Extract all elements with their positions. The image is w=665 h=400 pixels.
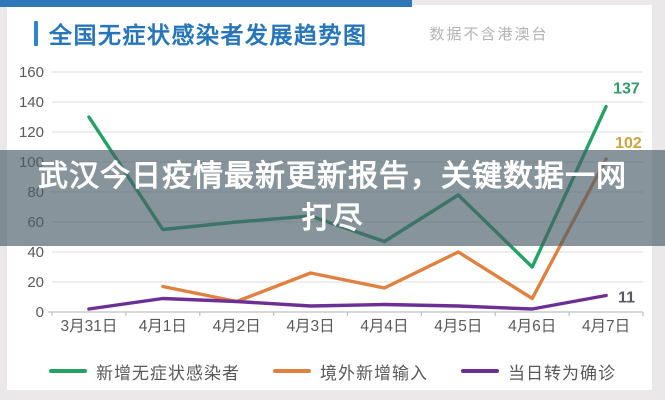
x-tick-label: 4月6日 — [508, 318, 556, 335]
chart-title: 全国无症状感染者发展趋势图 — [49, 22, 368, 48]
y-tick-label: 40 — [27, 244, 44, 261]
legend-item-new-asymptomatic: 新增无症状感染者 — [49, 359, 240, 384]
x-tick-label: 3月31日 — [61, 318, 118, 335]
headline-overlay-banner: 武汉今日疫情最新更新报告，关键数据一网打尽 — [0, 150, 665, 246]
legend-item-converted-confirmed: 当日转为确诊 — [461, 359, 616, 384]
end-label-converted-confirmed: 11 — [618, 290, 635, 307]
legend-swatch-orange-line — [273, 369, 311, 373]
legend-item-imported: 境外新增输入 — [273, 359, 428, 384]
legend-label: 境外新增输入 — [320, 363, 428, 383]
x-axis-labels: 3月31日 4月1日 4月2日 4月3日 4月4日 4月5日 4月6日 4月7日 — [61, 318, 631, 335]
y-tick-label: 140 — [19, 94, 44, 111]
end-labels: 137 102 11 — [613, 81, 642, 307]
y-tick-label: 120 — [19, 124, 44, 141]
x-tick-label: 4月5日 — [434, 318, 482, 335]
x-tick-label: 4月7日 — [582, 318, 630, 335]
x-tick-label: 4月1日 — [139, 318, 187, 335]
x-tick-label: 4月2日 — [213, 318, 261, 335]
legend-label: 当日转为确诊 — [508, 363, 616, 383]
x-axis-ticks — [51, 312, 644, 316]
series-line-converted-confirmed — [87, 293, 608, 311]
y-tick-label: 20 — [27, 274, 44, 291]
chart-header: 全国无症状感染者发展趋势图 数据不含港澳台 — [0, 17, 665, 49]
chart-legend: 新增无症状感染者 境外新增输入 当日转为确诊 — [0, 358, 665, 384]
legend-swatch-green-line — [49, 369, 87, 373]
legend-swatch-purple-line — [461, 369, 499, 373]
legend-label: 新增无症状感染者 — [96, 363, 240, 383]
x-tick-label: 4月3日 — [286, 318, 334, 335]
y-tick-label: 160 — [19, 64, 44, 81]
title-tick-icon — [34, 20, 38, 46]
end-label-new-asymptomatic: 137 — [613, 81, 640, 98]
chart-subtitle: 数据不含港澳台 — [429, 25, 549, 43]
headline-overlay-text: 武汉今日疫情最新更新报告，关键数据一网打尽 — [38, 160, 627, 235]
y-tick-label: 0 — [36, 304, 44, 321]
end-label-imported: 102 — [615, 135, 642, 152]
top-accent-bar — [0, 0, 412, 7]
x-tick-label: 4月4日 — [360, 318, 408, 335]
